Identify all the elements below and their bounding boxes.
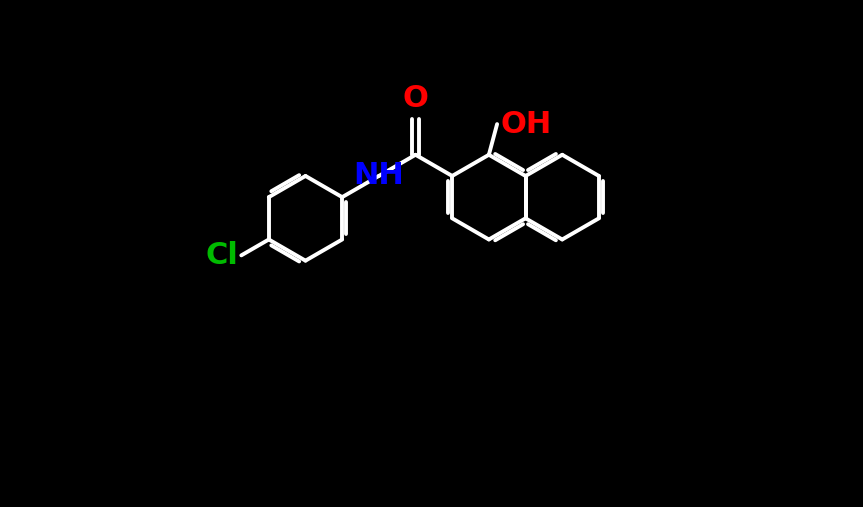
- Text: O: O: [402, 84, 428, 113]
- Text: OH: OH: [501, 110, 551, 138]
- Text: NH: NH: [354, 161, 404, 191]
- Text: Cl: Cl: [205, 241, 238, 270]
